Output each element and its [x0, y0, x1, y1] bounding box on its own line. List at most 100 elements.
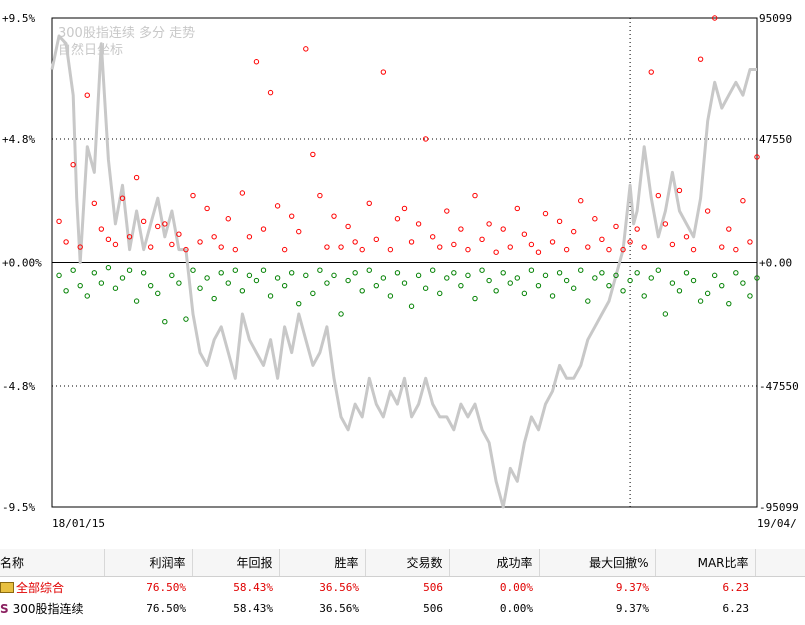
down-trade-point: [493, 288, 499, 294]
table-row[interactable]: 全部综合 76.50% 58.43% 36.56% 506 0.00% 9.37…: [0, 577, 805, 599]
down-trade-point: [683, 270, 690, 276]
down-trade-point: [352, 270, 358, 276]
up-trade-point: [70, 162, 76, 168]
down-trade-point: [331, 272, 337, 279]
down-trade-point: [754, 275, 760, 281]
col-header-name[interactable]: 名称: [0, 549, 105, 577]
up-trade-point: [486, 221, 492, 227]
down-trade-point: [641, 293, 647, 299]
down-trade-point: [556, 270, 563, 276]
up-trade-point: [458, 226, 464, 232]
row-name-cell: 全部综合: [0, 577, 104, 599]
down-trade-point: [148, 282, 154, 289]
up-trade-point: [359, 246, 365, 253]
up-trade-point: [507, 244, 513, 250]
y-tick-left: +9.5%: [2, 12, 35, 25]
down-trade-point: [451, 270, 457, 276]
up-trade-point: [112, 241, 119, 248]
down-trade-point: [662, 311, 669, 317]
up-trade-point: [556, 218, 563, 225]
down-trade-point: [77, 282, 83, 289]
row-name: 全部综合: [16, 581, 65, 595]
up-trade-point: [634, 226, 640, 232]
up-trade-point: [472, 192, 478, 199]
down-trade-point: [190, 267, 196, 273]
up-trade-point: [281, 246, 288, 253]
down-trade-point: [408, 303, 415, 309]
y-tick-left: -4.8%: [2, 380, 35, 393]
down-trade-point: [655, 267, 661, 273]
down-trade-point: [740, 280, 746, 286]
down-trade-point: [211, 295, 217, 302]
down-trade-point: [719, 282, 725, 289]
up-trade-point: [408, 239, 415, 245]
down-trade-point: [246, 272, 253, 279]
up-trade-point: [380, 69, 387, 75]
down-trade-point: [535, 282, 542, 289]
up-trade-point: [218, 244, 224, 250]
up-trade-point: [260, 226, 267, 232]
up-trade-point: [373, 236, 379, 243]
price-series: [50, 34, 757, 509]
up-trade-point: [56, 218, 62, 225]
down-trade-point: [585, 298, 591, 304]
col-header-trade-count[interactable]: 交易数: [365, 549, 450, 577]
up-trade-point: [225, 216, 231, 222]
up-trade-point: [690, 246, 697, 253]
up-trade-point: [148, 244, 154, 250]
cell-win-rate: 36.56%: [319, 602, 359, 615]
col-header-profit-rate[interactable]: 利润率: [104, 549, 193, 577]
up-trade-point: [733, 246, 739, 253]
up-trade-point: [655, 192, 661, 199]
cell-profit-rate: 76.50%: [146, 602, 186, 615]
down-trade-point: [274, 275, 281, 281]
up-trade-point: [133, 174, 140, 181]
down-trade-point: [317, 267, 323, 273]
row-name: 300股指连续: [12, 602, 84, 616]
up-trade-point: [620, 246, 626, 253]
down-trade-point: [521, 290, 528, 297]
down-trade-point: [620, 288, 626, 294]
down-trade-point: [338, 311, 344, 317]
down-trade-point: [183, 316, 189, 322]
up-trade-point: [253, 59, 260, 65]
up-trade-point: [289, 213, 295, 219]
up-trade-point: [211, 234, 217, 240]
down-trade-point: [422, 285, 429, 291]
col-header-max-drawdown[interactable]: 最大回撤%: [539, 549, 656, 577]
down-trade-point: [507, 280, 513, 286]
backtest-chart[interactable]: 300股指连续 多分 走势 自然日坐标 +9.5% 95099 +4.8% 47550…: [0, 0, 805, 540]
row-name-cell: S 300股指连续: [0, 598, 104, 619]
up-trade-point: [479, 236, 485, 243]
up-trade-point: [91, 200, 98, 207]
down-trade-point: [267, 293, 274, 299]
chart-subtitle: 自然日坐标: [58, 42, 123, 58]
up-trade-point: [549, 239, 556, 245]
x-end-label: 19/04/: [757, 517, 797, 530]
up-trade-point: [704, 208, 711, 214]
col-header-win-rate[interactable]: 胜率: [279, 549, 366, 577]
down-trade-point: [126, 267, 133, 273]
col-header-annual-return[interactable]: 年回报: [192, 549, 280, 577]
cell-trade-count: 506: [423, 602, 443, 615]
col-header-success-rate[interactable]: 成功率: [449, 549, 540, 577]
down-trade-point: [133, 298, 140, 304]
up-trade-point: [366, 200, 372, 207]
cell-mar-ratio: 6.23: [722, 602, 750, 615]
table-row[interactable]: S 300股指连续 76.50% 58.43% 36.56% 506 0.00% …: [0, 598, 805, 619]
results-table[interactable]: 名称 利润率 年回报 胜率 交易数 成功率 最大回撤% MAR比率 全部综合 7…: [0, 549, 805, 619]
up-trade-point: [451, 241, 457, 248]
down-trade-point: [105, 264, 112, 271]
up-trade-point: [162, 221, 168, 227]
up-trade-point: [105, 236, 112, 243]
down-trade-point: [592, 275, 598, 281]
down-trade-point: [112, 285, 119, 291]
up-trade-point: [712, 15, 718, 21]
up-trade-point: [63, 239, 69, 245]
col-header-mar-ratio[interactable]: MAR比率: [655, 549, 756, 577]
down-trade-point: [119, 275, 126, 281]
down-trade-point: [84, 293, 90, 299]
down-trade-point: [747, 293, 753, 299]
up-trade-point: [627, 239, 633, 245]
table-header-row: 名称 利润率 年回报 胜率 交易数 成功率 最大回撤% MAR比率: [0, 549, 805, 577]
